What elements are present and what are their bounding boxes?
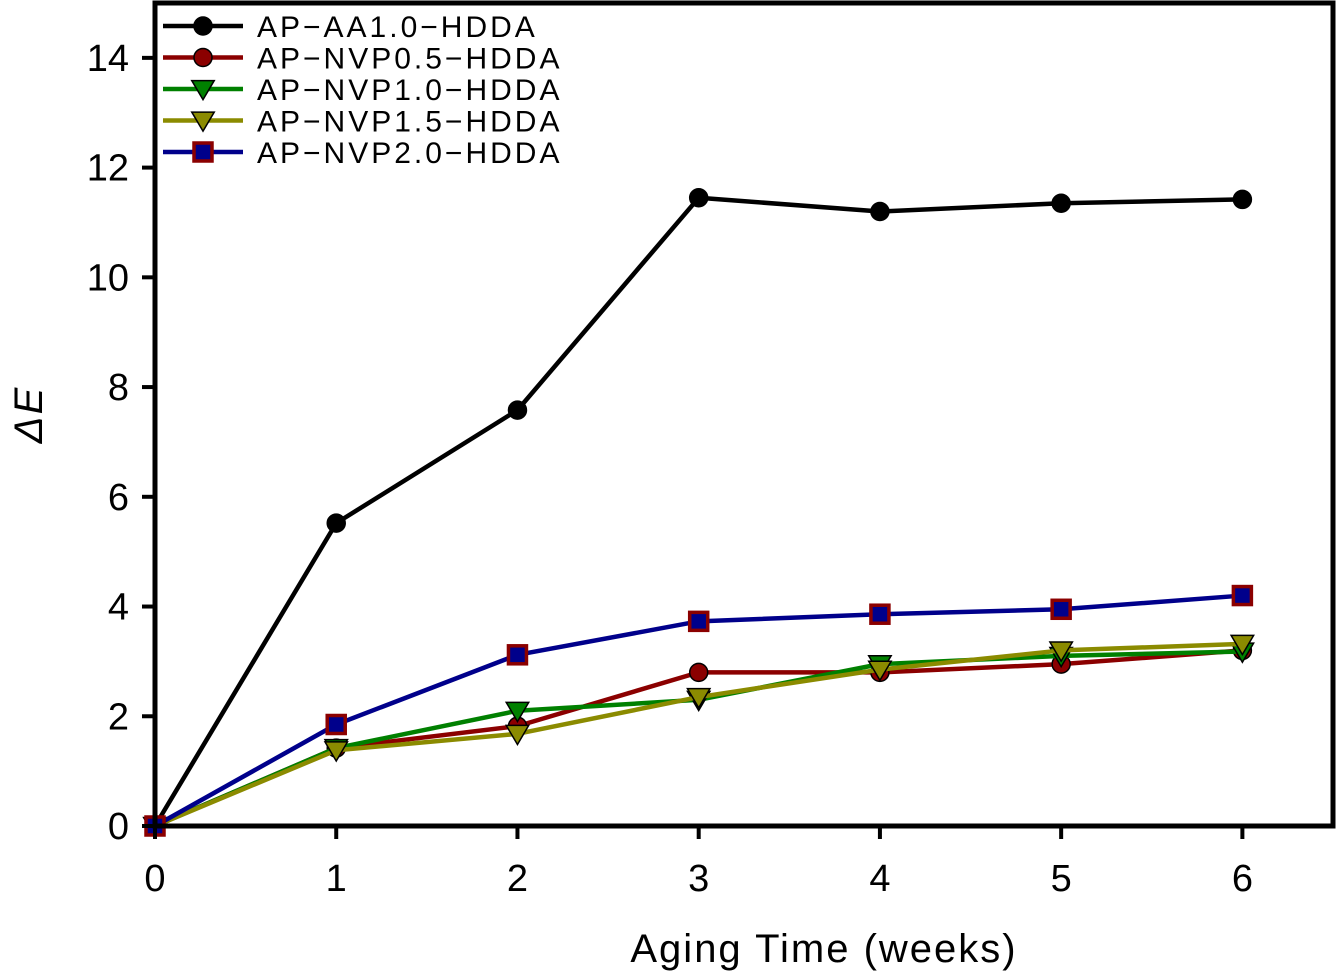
data-point (323, 741, 349, 763)
y-tick-label: 8 (108, 367, 129, 409)
y-tick-label: 14 (87, 38, 129, 80)
legend-marker (193, 47, 213, 68)
y-tick-label: 6 (108, 477, 129, 519)
data-point (504, 701, 531, 723)
x-tick-label: 4 (869, 858, 890, 900)
data-point (1050, 598, 1072, 621)
legend-marker (190, 79, 216, 102)
data-point (867, 660, 893, 682)
series-line (153, 195, 1243, 828)
data-point (1231, 584, 1254, 607)
x-tick-label: 6 (1232, 858, 1253, 900)
legend-marker (192, 141, 214, 163)
data-point (507, 400, 528, 420)
data-point (1048, 641, 1074, 663)
data-point (688, 188, 709, 208)
x-tick-label: 5 (1051, 858, 1072, 900)
data-point (1232, 189, 1253, 210)
x-axis-title: Aging Time (weeks) (630, 927, 1017, 971)
y-tick-label: 10 (87, 257, 129, 299)
legend-label: AP−NVP2.0−HDDA (257, 137, 562, 170)
legend-label: AP−NVP0.5−HDDA (257, 43, 562, 76)
legend-entry: AP−NVP0.5−HDDA (163, 43, 562, 76)
y-tick-label: 4 (108, 587, 129, 629)
data-point (506, 644, 529, 666)
data-point (688, 662, 709, 683)
data-point (870, 201, 890, 222)
legend-entry: AP−AA1.0−HDDA (163, 11, 538, 44)
y-tick-label: 12 (87, 148, 129, 190)
data-point (504, 724, 531, 746)
data-point (325, 713, 347, 736)
x-tick-label: 2 (507, 858, 528, 900)
series-0 (145, 188, 1253, 836)
data-point (1051, 193, 1071, 214)
y-axis-title: ΔE (7, 386, 51, 445)
legend-marker (193, 16, 213, 36)
x-tick-label: 1 (326, 858, 347, 900)
data-point (326, 513, 346, 533)
legend-entry: AP−NVP1.0−HDDA (163, 74, 562, 107)
y-tick-label: 2 (108, 696, 129, 738)
legend-entry: AP−NVP2.0−HDDA (163, 137, 562, 170)
x-tick-label: 0 (144, 858, 165, 900)
data-point (687, 610, 710, 633)
legend: AP−AA1.0−HDDAAP−NVP0.5−HDDAAP−NVP1.0−HDD… (163, 11, 562, 170)
legend-label: AP−NVP1.0−HDDA (257, 74, 562, 107)
legend-label: AP−AA1.0−HDDA (257, 11, 538, 44)
data-point (1229, 634, 1255, 657)
legend-entry: AP−NVP1.5−HDDA (163, 106, 562, 139)
plot-frame (152, 0, 1336, 829)
legend-marker (190, 111, 216, 133)
series-layer (142, 188, 1255, 839)
data-point (686, 687, 712, 710)
x-tick-label: 3 (688, 858, 709, 900)
data-point (869, 603, 891, 625)
legend-label: AP−NVP1.5−HDDA (257, 106, 562, 139)
y-tick-label: 0 (108, 806, 129, 848)
